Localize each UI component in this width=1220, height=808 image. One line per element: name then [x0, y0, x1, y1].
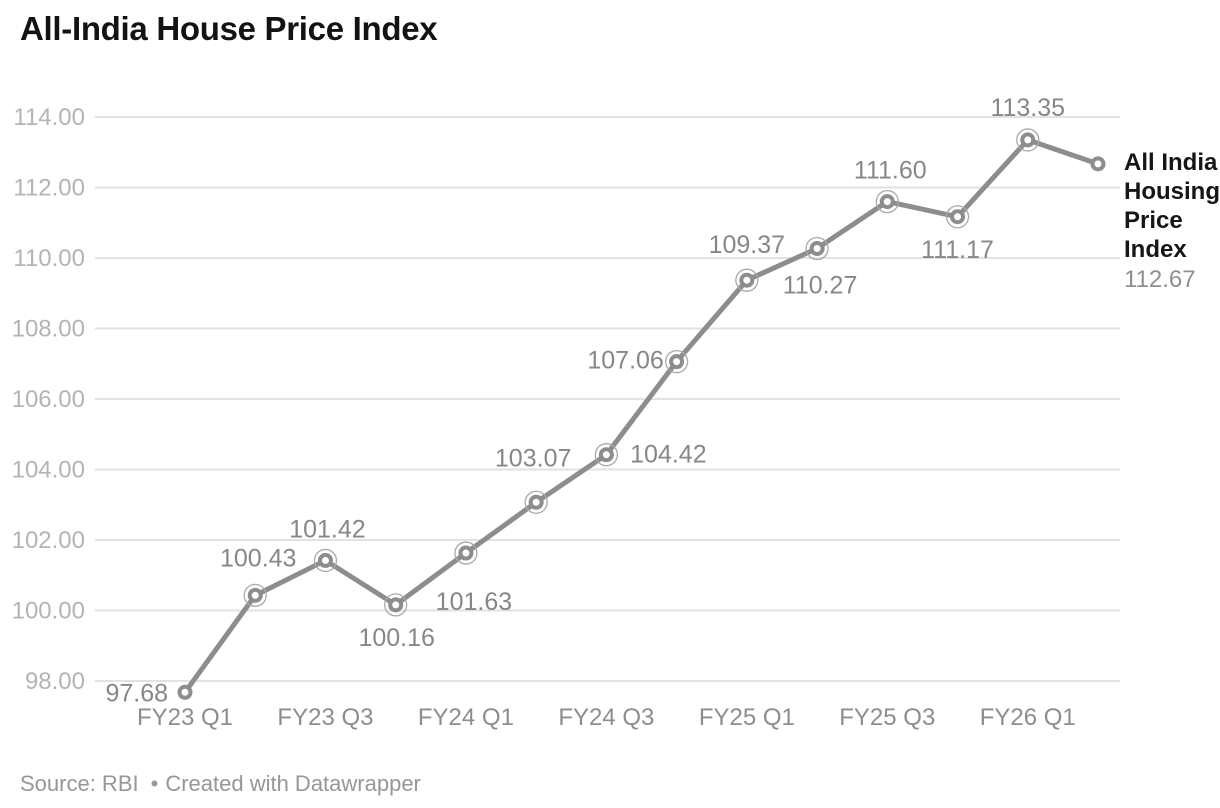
- x-tick-label: FY23 Q3: [277, 704, 373, 731]
- legend-series-name-line: Price: [1124, 207, 1183, 234]
- data-point-marker: [458, 545, 474, 561]
- x-tick-label: FY26 Q1: [980, 704, 1076, 731]
- data-point-marker: [809, 240, 825, 256]
- point-value-label: 97.68: [105, 679, 168, 707]
- point-ring: [875, 189, 899, 214]
- y-tick-label: 108.00: [12, 316, 85, 343]
- y-tick-label: 100.00: [12, 598, 85, 625]
- x-tick-label: FY24 Q3: [558, 704, 654, 731]
- point-ring: [243, 583, 267, 607]
- point-value-label: 110.27: [783, 271, 858, 299]
- series-line: [182, 137, 1101, 695]
- point-ring: [384, 593, 408, 617]
- y-tick-label: 112.00: [13, 175, 85, 202]
- data-point-marker: [669, 354, 685, 370]
- point-ring: [664, 349, 689, 374]
- data-point-marker: [739, 272, 755, 288]
- point-ring: [735, 268, 759, 292]
- data-point-marker: [950, 209, 966, 225]
- point-value-label: 101.42: [289, 515, 365, 543]
- point-ring: [313, 548, 338, 573]
- legend-series-name-line: Housing: [1124, 178, 1220, 205]
- data-point-marker: [1090, 156, 1106, 172]
- y-tick-label: 110.00: [13, 245, 85, 272]
- point-value-label: 107.06: [587, 347, 663, 375]
- x-tick-label: FY25 Q1: [699, 704, 795, 731]
- y-tick-label: 106.00: [12, 386, 85, 413]
- footer-separator: •: [150, 771, 159, 796]
- data-point-marker: [177, 684, 193, 700]
- y-tick-label: 104.00: [12, 457, 85, 484]
- chart-footer: Source: RBI • Created with Datawrapper: [20, 771, 421, 797]
- data-point-marker: [247, 587, 263, 603]
- point-value-label: 100.43: [220, 544, 296, 572]
- source-label: Source: RBI: [20, 771, 139, 796]
- point-ring: [945, 205, 970, 229]
- point-value-label: 113.35: [990, 94, 1065, 122]
- point-value-label: 101.63: [436, 588, 512, 616]
- legend-series-name-line: All India: [1124, 149, 1218, 176]
- point-value-label: 104.42: [630, 441, 706, 469]
- data-point-marker: [879, 194, 895, 210]
- point-value-label: 109.37: [709, 231, 785, 259]
- legend-series-name-line: Index: [1124, 236, 1187, 263]
- page-title: All-India House Price Index: [20, 10, 438, 47]
- point-value-label: 100.16: [358, 624, 434, 652]
- data-point-marker: [598, 447, 614, 463]
- point-ring: [1016, 128, 1040, 152]
- x-tick-label: FY23 Q1: [137, 704, 233, 731]
- point-value-label: 103.07: [495, 444, 571, 472]
- data-point-marker: [388, 597, 404, 613]
- series-legend: All India Housing Price Index 112.67: [1124, 148, 1220, 294]
- y-tick-label: 102.00: [12, 527, 85, 554]
- line-chart: 114.00 112.00 110.00 108.00 106.00 104.00 102.…: [12, 94, 1120, 731]
- point-ring: [524, 490, 548, 514]
- point-value-label: 111.60: [854, 157, 927, 185]
- y-tick-label: 98.00: [25, 668, 85, 695]
- y-tick-label: 114.00: [13, 104, 85, 131]
- legend-latest-value: 112.67: [1124, 266, 1196, 293]
- point-ring: [594, 443, 619, 467]
- data-point-marker: [1020, 132, 1036, 148]
- x-tick-label: FY25 Q3: [839, 704, 935, 731]
- point-ring: [454, 541, 478, 565]
- x-tick-label: FY24 Q1: [418, 704, 514, 731]
- point-ring: [805, 236, 829, 261]
- credit-label: Created with Datawrapper: [165, 771, 421, 796]
- data-point-marker: [528, 494, 544, 510]
- data-point-marker: [317, 552, 333, 568]
- point-value-label: 111.17: [921, 236, 994, 264]
